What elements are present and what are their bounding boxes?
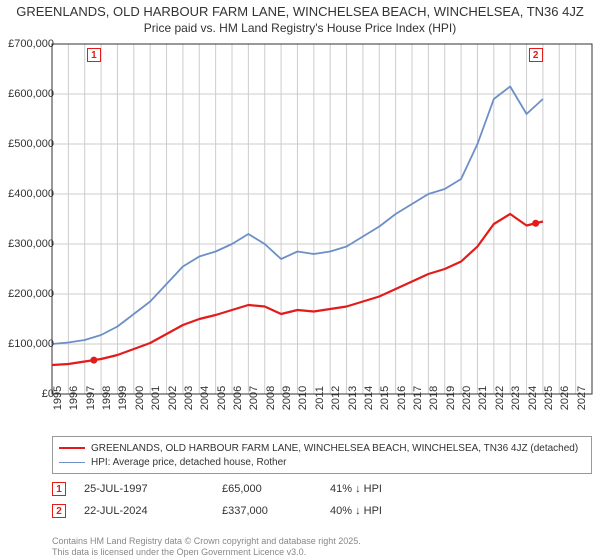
x-tick-label: 2025 xyxy=(543,386,555,410)
marker-date: 25-JUL-1997 xyxy=(84,483,204,495)
x-tick-label: 2001 xyxy=(150,386,162,410)
x-tick-label: 2009 xyxy=(281,386,293,410)
x-tick-label: 2027 xyxy=(576,386,588,410)
x-tick-label: 2018 xyxy=(428,386,440,410)
x-tick-label: 2005 xyxy=(216,386,228,410)
legend-swatch-property xyxy=(59,447,85,449)
legend-row-hpi: HPI: Average price, detached house, Roth… xyxy=(59,455,585,469)
footer-line2: This data is licensed under the Open Gov… xyxy=(52,547,592,558)
x-tick-label: 2023 xyxy=(510,386,522,410)
x-tick-label: 2010 xyxy=(297,386,309,410)
x-tick-label: 2006 xyxy=(232,386,244,410)
chart-marker-1: 1 xyxy=(87,48,101,62)
marker-price: £65,000 xyxy=(222,483,312,495)
marker-table: 1 25-JUL-1997 £65,000 41% ↓ HPI 2 22-JUL-2024… xyxy=(52,478,592,522)
x-tick-label: 2019 xyxy=(445,386,457,410)
footer-line1: Contains HM Land Registry data © Crown c… xyxy=(52,536,592,547)
y-tick-label: £100,000 xyxy=(8,338,54,350)
x-tick-label: 1995 xyxy=(52,386,64,410)
marker-row-1: 1 25-JUL-1997 £65,000 41% ↓ HPI xyxy=(52,478,592,500)
x-tick-label: 2004 xyxy=(199,386,211,410)
y-tick-label: £200,000 xyxy=(8,288,54,300)
x-tick-label: 2014 xyxy=(363,386,375,410)
x-tick-label: 2013 xyxy=(347,386,359,410)
title-line1: GREENLANDS, OLD HARBOUR FARM LANE, WINCH… xyxy=(0,4,600,21)
legend-swatch-hpi xyxy=(59,462,85,463)
chart-marker-2: 2 xyxy=(529,48,543,62)
marker-date: 22-JUL-2024 xyxy=(84,505,204,517)
marker-box-1: 1 xyxy=(52,482,66,496)
y-tick-label: £600,000 xyxy=(8,88,54,100)
x-tick-label: 2020 xyxy=(461,386,473,410)
y-tick-label: £300,000 xyxy=(8,238,54,250)
x-tick-label: 2002 xyxy=(167,386,179,410)
x-tick-label: 2016 xyxy=(396,386,408,410)
marker-row-2: 2 22-JUL-2024 £337,000 40% ↓ HPI xyxy=(52,500,592,522)
y-tick-label: £500,000 xyxy=(8,138,54,150)
chart-title: GREENLANDS, OLD HARBOUR FARM LANE, WINCH… xyxy=(0,0,600,36)
legend-row-property: GREENLANDS, OLD HARBOUR FARM LANE, WINCH… xyxy=(59,441,585,455)
marker-box-2: 2 xyxy=(52,504,66,518)
x-tick-label: 2026 xyxy=(559,386,571,410)
x-tick-label: 2008 xyxy=(265,386,277,410)
chart-legend: GREENLANDS, OLD HARBOUR FARM LANE, WINCH… xyxy=(52,436,592,474)
x-tick-label: 2015 xyxy=(379,386,391,410)
x-tick-label: 2022 xyxy=(494,386,506,410)
marker-pct: 40% ↓ HPI xyxy=(330,505,450,517)
y-tick-label: £700,000 xyxy=(8,38,54,50)
title-line2: Price paid vs. HM Land Registry's House … xyxy=(0,21,600,37)
marker-pct: 41% ↓ HPI xyxy=(330,483,450,495)
legend-label-hpi: HPI: Average price, detached house, Roth… xyxy=(91,457,287,468)
chart-plot-area xyxy=(52,44,592,394)
x-tick-label: 2021 xyxy=(477,386,489,410)
x-tick-label: 2024 xyxy=(527,386,539,410)
x-tick-label: 1999 xyxy=(117,386,129,410)
x-tick-label: 1996 xyxy=(68,386,80,410)
x-tick-label: 1997 xyxy=(85,386,97,410)
x-tick-label: 2003 xyxy=(183,386,195,410)
legend-label-property: GREENLANDS, OLD HARBOUR FARM LANE, WINCH… xyxy=(91,443,578,454)
chart-footer: Contains HM Land Registry data © Crown c… xyxy=(52,536,592,558)
x-tick-label: 2012 xyxy=(330,386,342,410)
x-tick-label: 2011 xyxy=(314,386,326,410)
x-tick-label: 2007 xyxy=(248,386,260,410)
x-tick-label: 2000 xyxy=(134,386,146,410)
y-tick-label: £400,000 xyxy=(8,188,54,200)
chart-svg xyxy=(52,44,592,394)
x-tick-label: 1998 xyxy=(101,386,113,410)
marker-price: £337,000 xyxy=(222,505,312,517)
x-tick-label: 2017 xyxy=(412,386,424,410)
